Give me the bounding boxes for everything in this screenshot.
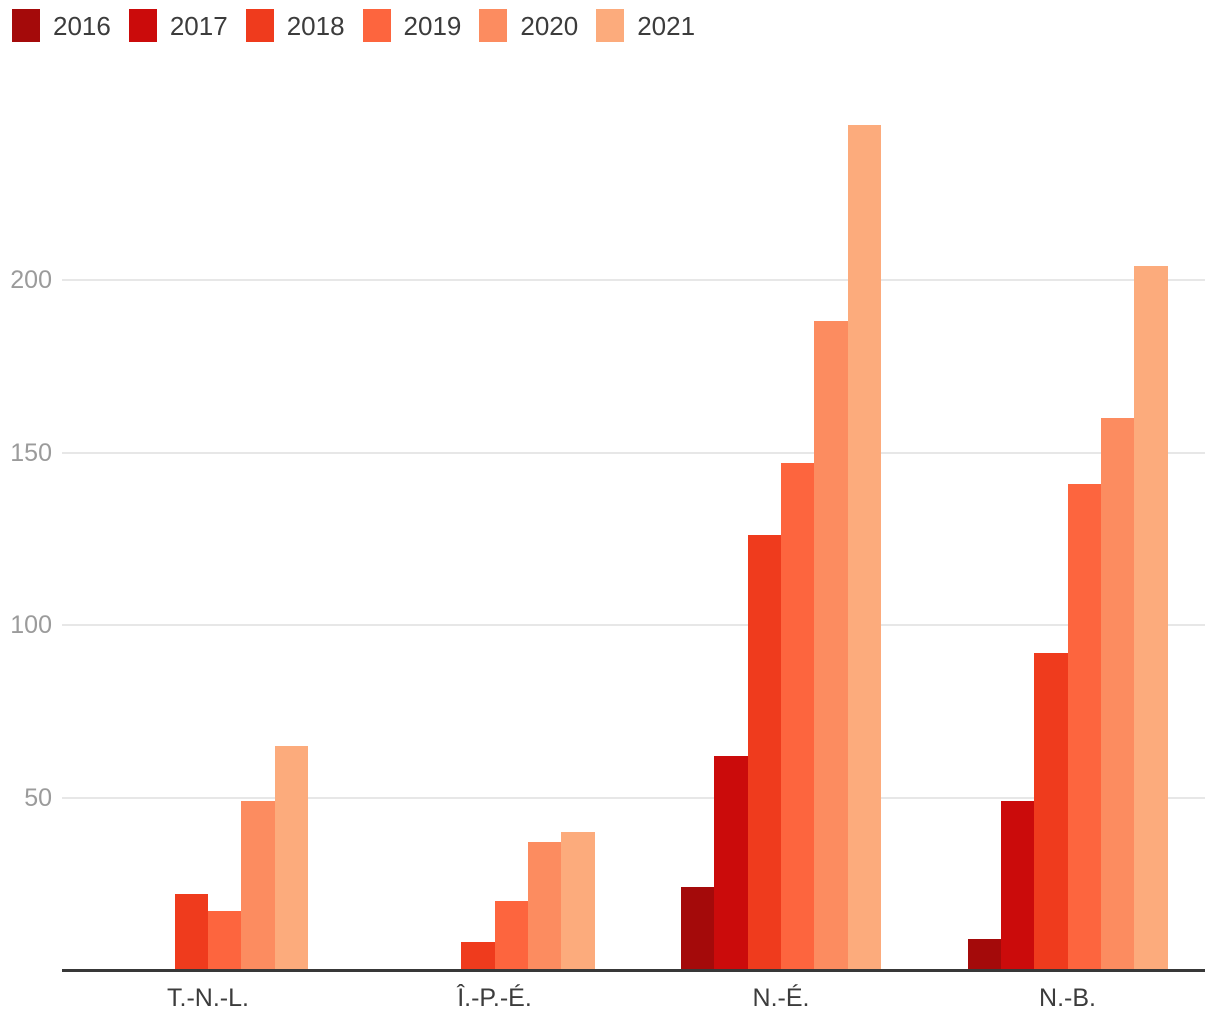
y-axis-tick-label: 150 <box>10 439 52 467</box>
y-axis-tick-label: 100 <box>10 611 52 639</box>
legend-swatch-2021 <box>596 9 625 42</box>
bar-2020-n-b <box>1100 418 1135 970</box>
legend-item-2018: 2018 <box>245 9 345 42</box>
x-axis-category-label-t-n-l: T.-N.-L. <box>167 984 249 1012</box>
x-axis-category-label-n-e: N.-É. <box>752 984 810 1012</box>
legend-item-2019: 2019 <box>362 9 462 42</box>
legend-swatch-2017 <box>128 9 157 42</box>
bar-2019-t-n-l <box>208 911 242 970</box>
legend-item-2016: 2016 <box>12 9 111 42</box>
legend-item-2021: 2021 <box>596 9 695 42</box>
x-axis-line <box>62 969 1205 972</box>
bar-2017-n-b <box>1000 800 1035 970</box>
bar-2019-i-p-e <box>494 901 529 970</box>
legend-label: 2021 <box>637 10 696 41</box>
x-axis-category-label-n-b: N.-B. <box>1039 984 1096 1012</box>
bar-2021-n-e <box>847 124 882 970</box>
legend-label: 2016 <box>53 10 111 41</box>
legend-label: 2017 <box>169 10 228 41</box>
bar-2021-n-b <box>1134 266 1168 970</box>
legend-swatch-2019 <box>362 9 391 42</box>
bar-2018-n-e <box>747 535 782 970</box>
bar-2019-n-b <box>1067 483 1102 970</box>
chart-legend: 2016 2017 2018 2019 2020 2021 <box>12 9 695 42</box>
legend-item-2020: 2020 <box>479 9 578 42</box>
bar-2021-i-p-e <box>561 832 595 970</box>
legend-swatch-2020 <box>479 9 508 42</box>
bar-2018-t-n-l <box>174 894 209 970</box>
legend-label: 2019 <box>403 10 462 41</box>
bar-2016-n-b <box>967 938 1002 970</box>
bar-2016-n-e <box>681 887 715 970</box>
legend-label: 2018 <box>286 10 345 41</box>
gridline-200 <box>62 279 1205 281</box>
bar-2020-i-p-e <box>527 842 562 970</box>
x-axis-category-label-i-p-e: Î.-P.-É. <box>457 984 532 1012</box>
bar-2017-n-e <box>714 756 749 970</box>
gridline-100 <box>62 624 1205 626</box>
y-axis-tick-label: 200 <box>10 266 52 294</box>
gridline-150 <box>62 452 1205 454</box>
legend-swatch-2018 <box>245 9 274 42</box>
bar-2019-n-e <box>781 462 815 970</box>
gridline-50 <box>62 797 1205 799</box>
bar-2021-t-n-l <box>274 745 309 970</box>
legend-item-2017: 2017 <box>128 9 228 42</box>
bar-2018-n-b <box>1034 652 1068 970</box>
bar-2020-n-e <box>814 321 849 970</box>
legend-label: 2020 <box>520 10 579 41</box>
bar-2020-t-n-l <box>241 800 276 970</box>
y-axis-tick-label: 50 <box>24 784 52 812</box>
legend-swatch-2016 <box>12 9 40 42</box>
bar-2018-i-p-e <box>461 942 495 970</box>
